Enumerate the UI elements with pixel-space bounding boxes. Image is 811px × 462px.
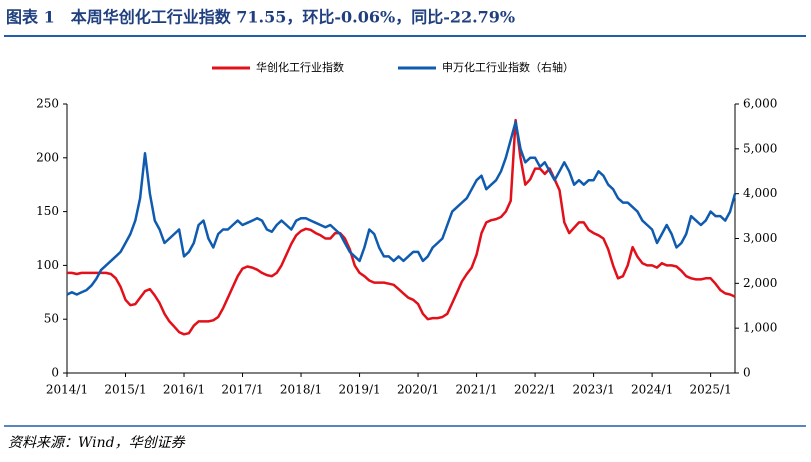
y-tick-label: 150 <box>36 204 59 218</box>
x-tick-label: 2015/1 <box>104 383 146 397</box>
x-tick-label: 2018/1 <box>280 383 322 397</box>
y-tick-label: 100 <box>36 258 59 272</box>
x-tick-label: 2024/1 <box>631 383 673 397</box>
x-tick-label: 2020/1 <box>397 383 439 397</box>
y-tick-label: 200 <box>36 150 59 164</box>
y2-tick-label: 1,000 <box>743 321 777 335</box>
y2-tick-label: 3,000 <box>743 231 777 245</box>
y2-tick-label: 6,000 <box>743 97 777 111</box>
series-line <box>66 120 737 296</box>
legend-label: 华创化工行业指数 <box>256 60 344 74</box>
y-tick-label: 250 <box>36 97 59 111</box>
x-tick-label: 2017/1 <box>221 383 263 397</box>
x-tick-label: 2023/1 <box>572 383 614 397</box>
y-tick-label: 0 <box>51 366 59 380</box>
legend-label: 申万化工行业指数（右轴） <box>442 60 574 74</box>
series-line <box>67 118 736 336</box>
y2-tick-label: 2,000 <box>743 276 777 290</box>
source: 资料来源：Wind，华创证券 <box>8 435 186 451</box>
y-tick-label: 50 <box>44 312 59 326</box>
x-tick-label: 2025/1 <box>690 383 732 397</box>
x-tick-label: 2021/1 <box>455 383 497 397</box>
x-tick-label: 2016/1 <box>163 383 205 397</box>
y2-tick-label: 5,000 <box>743 141 777 155</box>
x-tick-label: 2019/1 <box>338 383 380 397</box>
chart-title: 图表 1 本周华创化工行业指数 71.55，环比-0.06%，同比-22.79% <box>6 8 515 27</box>
y2-tick-label: 4,000 <box>743 186 777 200</box>
y2-tick-label: 0 <box>743 366 751 380</box>
x-tick-label: 2014/1 <box>46 383 88 397</box>
x-tick-label: 2022/1 <box>514 383 556 397</box>
